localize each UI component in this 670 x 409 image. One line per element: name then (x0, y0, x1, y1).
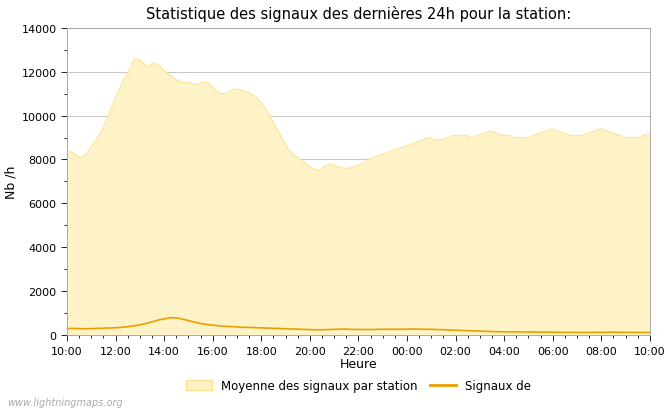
X-axis label: Heure: Heure (340, 357, 377, 370)
Text: www.lightningmaps.org: www.lightningmaps.org (7, 397, 123, 407)
Legend: Moyenne des signaux par station, Signaux de: Moyenne des signaux par station, Signaux… (181, 375, 536, 397)
Y-axis label: Nb /h: Nb /h (4, 165, 17, 199)
Title: Statistique des signaux des dernières 24h pour la station:: Statistique des signaux des dernières 24… (146, 6, 571, 22)
